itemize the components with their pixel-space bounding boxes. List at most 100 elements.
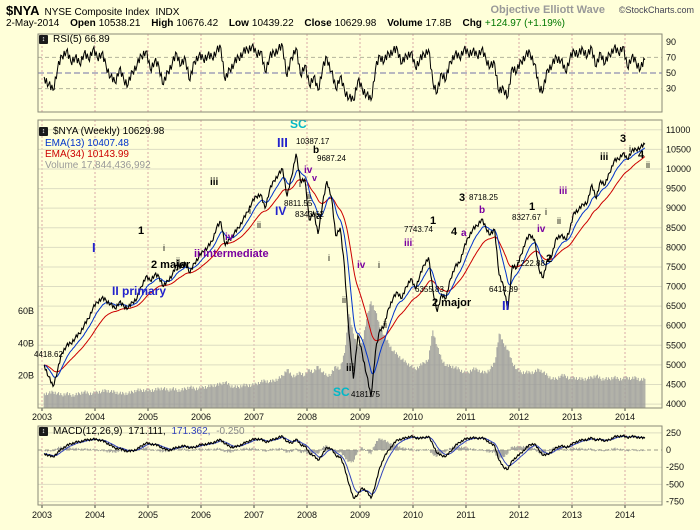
svg-text:i: i xyxy=(545,207,547,217)
svg-text:2007: 2007 xyxy=(244,412,264,422)
svg-text:2 major: 2 major xyxy=(432,297,472,309)
svg-text:2007: 2007 xyxy=(244,510,264,520)
svg-text:6355.83: 6355.83 xyxy=(415,285,444,294)
svg-text:9000: 9000 xyxy=(666,203,686,213)
svg-text:2012: 2012 xyxy=(509,412,529,422)
svg-text:8718.25: 8718.25 xyxy=(469,193,498,202)
svg-text:2009: 2009 xyxy=(350,412,370,422)
svg-text:iv: iv xyxy=(225,232,234,243)
svg-text:3: 3 xyxy=(620,133,626,145)
svg-text:2: 2 xyxy=(546,253,552,265)
svg-text:6000: 6000 xyxy=(666,321,686,331)
svg-text:II: II xyxy=(502,298,509,313)
svg-text:9500: 9500 xyxy=(666,184,686,194)
svg-text:ii intermediate: ii intermediate xyxy=(194,248,269,260)
macd-panel-arrows-icon[interactable]: ↕ xyxy=(39,427,48,436)
svg-text:8327.67: 8327.67 xyxy=(512,213,541,222)
ema34-legend: EMA(34) 10143.99 xyxy=(45,149,129,160)
svg-text:ii: ii xyxy=(646,160,650,170)
quote-high: High 10676.42 xyxy=(151,18,219,29)
copyright: ©StockCharts.com xyxy=(618,5,694,15)
rsi-panel-arrows-icon[interactable]: ↕ xyxy=(39,35,48,44)
header: $NYA NYSE Composite Index INDX xyxy=(6,3,179,18)
svg-text:-250: -250 xyxy=(666,462,684,472)
svg-text:iv: iv xyxy=(537,224,546,235)
macd-legend-label: MACD(12,26,9) xyxy=(53,426,123,437)
svg-text:30: 30 xyxy=(666,84,676,94)
svg-text:I: I xyxy=(92,240,96,255)
svg-text:iii: iii xyxy=(559,186,568,197)
svg-text:i: i xyxy=(249,206,251,216)
svg-text:2013: 2013 xyxy=(562,510,582,520)
svg-text:ii: ii xyxy=(383,320,387,330)
svg-text:2009: 2009 xyxy=(350,510,370,520)
svg-text:2008: 2008 xyxy=(297,412,317,422)
svg-text:-500: -500 xyxy=(666,479,684,489)
svg-text:2010: 2010 xyxy=(403,510,423,520)
svg-text:II primary: II primary xyxy=(112,284,166,298)
svg-text:2011: 2011 xyxy=(456,412,475,422)
svg-text:0: 0 xyxy=(666,445,671,455)
svg-text:2 major: 2 major xyxy=(151,259,191,271)
svg-text:SC: SC xyxy=(333,385,350,399)
svg-text:7500: 7500 xyxy=(666,262,686,272)
svg-text:i: i xyxy=(163,243,165,253)
svg-text:ii: ii xyxy=(176,256,180,266)
svg-text:10000: 10000 xyxy=(666,164,691,174)
svg-text:8811.55: 8811.55 xyxy=(284,199,313,208)
svg-text:iii: iii xyxy=(210,177,219,188)
svg-text:50: 50 xyxy=(666,68,676,78)
svg-text:ii: ii xyxy=(557,216,561,226)
svg-text:8000: 8000 xyxy=(666,242,686,252)
svg-text:iii: iii xyxy=(346,363,355,374)
svg-text:2003: 2003 xyxy=(32,412,52,422)
quote-open: Open 10538.21 xyxy=(70,18,141,29)
svg-text:6414.89: 6414.89 xyxy=(489,285,518,294)
svg-text:IV: IV xyxy=(275,204,286,218)
svg-text:b: b xyxy=(313,145,319,156)
svg-text:40B: 40B xyxy=(18,338,34,348)
svg-text:ii: ii xyxy=(307,191,311,201)
macd-legend: MACD(12,26,9) 171.111, 171.362, -0.250 xyxy=(53,426,248,437)
svg-text:III: III xyxy=(277,135,288,150)
svg-text:2011: 2011 xyxy=(456,510,475,520)
svg-text:2005: 2005 xyxy=(138,412,158,422)
svg-text:4500: 4500 xyxy=(666,379,686,389)
svg-text:7743.74: 7743.74 xyxy=(404,225,433,234)
svg-text:60B: 60B xyxy=(18,306,34,316)
svg-text:11000: 11000 xyxy=(666,125,690,135)
svg-text:2014: 2014 xyxy=(615,412,635,422)
chart-date: 2-May-2014 xyxy=(6,18,60,29)
svg-text:-750: -750 xyxy=(666,497,684,507)
quote-change: Chg +124.97 (+1.19%) xyxy=(462,18,565,29)
volume-legend: Volume 17,844,436,992 xyxy=(45,160,151,171)
rsi-legend: RSI(5) 66.89 xyxy=(53,34,110,45)
svg-text:2004: 2004 xyxy=(85,510,105,520)
svg-text:ii: ii xyxy=(342,295,346,305)
svg-text:iii: iii xyxy=(404,238,413,249)
svg-text:2012: 2012 xyxy=(509,510,529,520)
macd-hist-value: -0.250 xyxy=(216,426,245,437)
svg-text:4: 4 xyxy=(638,149,645,161)
exchange-label: INDX xyxy=(155,7,180,18)
quote-close: Close 10629.98 xyxy=(304,18,377,29)
svg-text:2014: 2014 xyxy=(615,510,635,520)
symbol: $NYA xyxy=(6,3,40,18)
svg-text:4000: 4000 xyxy=(666,399,686,409)
svg-text:7222.88: 7222.88 xyxy=(516,259,545,268)
svg-text:3: 3 xyxy=(459,192,465,204)
svg-text:SC: SC xyxy=(290,117,307,131)
svg-text:4181.75: 4181.75 xyxy=(351,390,380,399)
svg-text:2006: 2006 xyxy=(191,412,211,422)
svg-text:4418.62: 4418.62 xyxy=(34,350,63,359)
price-legend: $NYA (Weekly) 10629.98 xyxy=(53,126,165,137)
svg-text:5000: 5000 xyxy=(666,360,686,370)
svg-text:5500: 5500 xyxy=(666,340,686,350)
svg-text:iv: iv xyxy=(357,260,366,271)
svg-text:i: i xyxy=(299,179,301,189)
svg-text:a: a xyxy=(461,228,467,239)
svg-text:iii: iii xyxy=(600,152,609,163)
price-panel-arrows-icon[interactable]: ↕ xyxy=(39,127,48,136)
